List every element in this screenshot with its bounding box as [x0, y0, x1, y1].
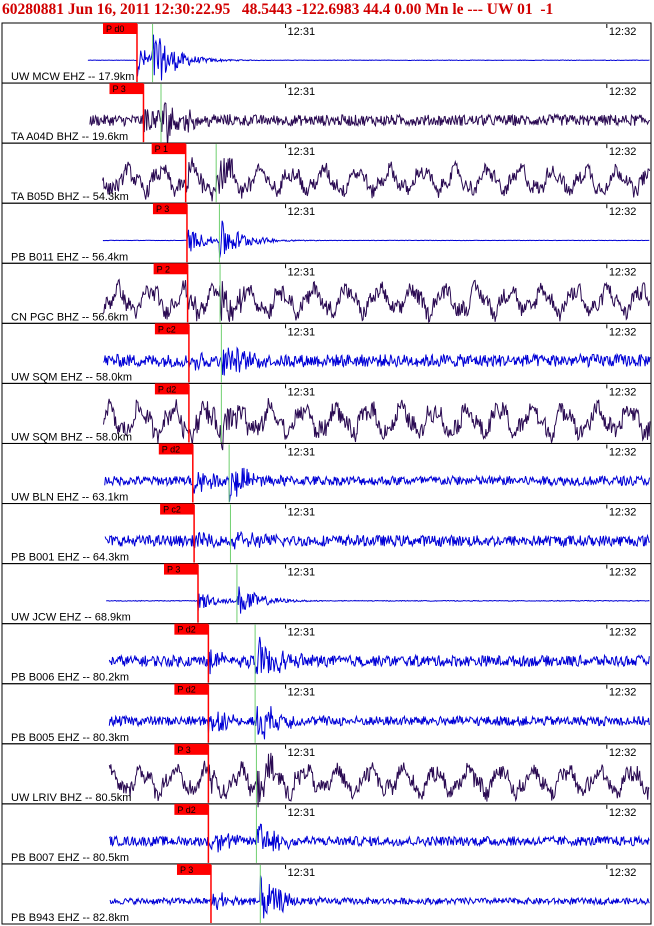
time-tick-label: 12:32	[609, 687, 637, 699]
time-tick-label: 12:31	[288, 86, 316, 98]
trace-label: UW JCW EHZ -- 68.9km	[11, 612, 131, 624]
waveform	[102, 157, 651, 202]
pick-box	[176, 863, 211, 875]
trace-label: PB B005 EHZ -- 80.3km	[11, 732, 129, 744]
trace-frame	[1, 863, 652, 925]
pick-box	[160, 503, 195, 515]
pick-box	[152, 203, 187, 215]
pick-label: P 3	[156, 204, 169, 214]
trace-label: PB B006 EHZ -- 80.2km	[11, 672, 129, 684]
pick-box	[109, 83, 144, 95]
pick-label: P d2	[158, 384, 176, 394]
waveform	[102, 278, 650, 323]
trace-label: PB B001 EHZ -- 64.3km	[11, 552, 129, 564]
time-tick-label: 12:31	[288, 507, 316, 519]
time-tick-label: 12:32	[609, 266, 637, 278]
pick-label: P d2	[177, 805, 195, 815]
pick-label: P d2	[177, 625, 195, 635]
pick-box	[153, 263, 188, 275]
time-tick-label: 12:32	[609, 146, 637, 158]
waveform	[108, 823, 650, 853]
time-tick-label: 12:31	[288, 26, 316, 38]
trace-label: PB B011 EHZ -- 56.4km	[11, 251, 128, 263]
time-tick-label: 12:31	[288, 446, 316, 458]
time-tick-label: 12:32	[609, 867, 637, 879]
waveform	[102, 220, 650, 258]
time-tick-label: 12:31	[288, 206, 316, 218]
waveform	[106, 586, 650, 614]
waveform	[103, 346, 651, 376]
pick-label: P 3	[112, 84, 125, 94]
pick-label: P 3	[177, 745, 190, 755]
pick-label: P d0	[106, 24, 124, 34]
pick-box	[151, 143, 186, 155]
waveform	[103, 398, 651, 451]
pick-box	[174, 803, 209, 815]
trace-label: UW MCW EHZ -- 17.9km	[11, 71, 134, 83]
trace-label: UW BLN EHZ -- 63.1km	[11, 492, 128, 504]
pick-box	[154, 383, 189, 395]
time-tick-label: 12:31	[288, 627, 316, 639]
event-header: 60280881 Jun 16, 2011 12:30:22.95 48.544…	[2, 1, 554, 18]
pick-box	[174, 743, 209, 755]
time-tick-label: 12:32	[609, 26, 637, 38]
time-tick-label: 12:31	[288, 386, 316, 398]
time-tick-label: 12:32	[609, 86, 637, 98]
pick-label: P 2	[157, 264, 170, 274]
time-tick-label: 12:31	[288, 266, 316, 278]
pick-box	[158, 443, 193, 455]
pick-label: P 3	[167, 565, 180, 575]
time-tick-label: 12:32	[609, 386, 637, 398]
time-tick-label: 12:31	[288, 747, 316, 759]
pick-box	[174, 683, 209, 695]
time-tick-label: 12:31	[288, 867, 316, 879]
pick-label: P 1	[155, 144, 168, 154]
time-tick-label: 12:32	[609, 507, 637, 519]
pick-label: P d2	[177, 685, 195, 695]
waveform	[108, 706, 650, 740]
time-tick-label: 12:31	[288, 146, 316, 158]
time-tick-label: 12:32	[609, 807, 637, 819]
pick-box	[174, 623, 209, 635]
trace-label: UW SQM EHZ -- 58.0km	[11, 371, 132, 383]
pick-box	[154, 323, 189, 335]
pick-label: P c2	[158, 324, 176, 334]
time-tick-label: 12:32	[609, 326, 637, 338]
trace-label: UW SQM BHZ -- 58.0km	[11, 431, 132, 443]
time-tick-label: 12:31	[288, 326, 316, 338]
time-tick-label: 12:32	[609, 446, 637, 458]
waveform	[108, 752, 650, 808]
pick-box	[163, 563, 198, 575]
trace-label: PB B007 EHZ -- 80.5km	[11, 852, 129, 864]
time-tick-label: 12:32	[609, 747, 637, 759]
trace-label: UW LRIV BHZ -- 80.5km	[11, 792, 131, 804]
trace-label: TA A04D BHZ -- 19.6km	[11, 131, 128, 143]
pick-label: P d2	[162, 444, 180, 454]
pick-label: P c2	[163, 505, 181, 515]
waveform	[104, 530, 651, 550]
waveform	[108, 636, 650, 675]
time-tick-label: 12:31	[288, 807, 316, 819]
pick-box	[102, 23, 137, 34]
waveform	[109, 875, 650, 919]
waveform	[104, 467, 650, 502]
time-tick-label: 12:32	[609, 567, 637, 579]
time-tick-label: 12:31	[288, 567, 316, 579]
time-tick-label: 12:32	[609, 627, 637, 639]
trace-label: CN PGC BHZ -- 56.6km	[11, 311, 128, 323]
waveform	[87, 34, 650, 81]
pick-label: P 3	[180, 865, 193, 875]
trace-label: PB B943 EHZ -- 82.8km	[11, 912, 129, 924]
waveform	[89, 101, 650, 147]
time-tick-label: 12:31	[288, 687, 316, 699]
time-tick-label: 12:32	[609, 206, 637, 218]
trace-label: TA B05D BHZ -- 54.3km	[11, 191, 129, 203]
